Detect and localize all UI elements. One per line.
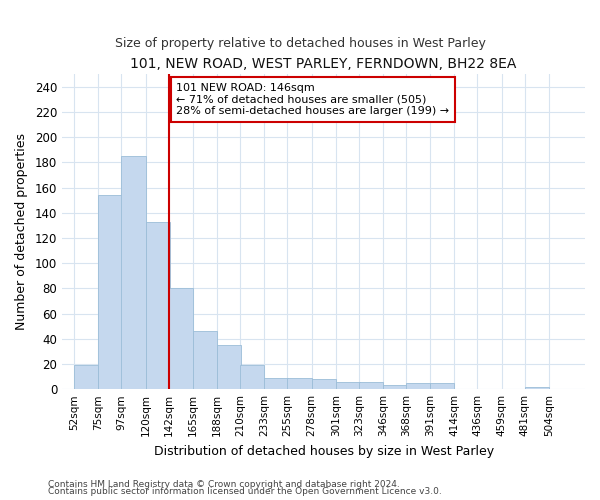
Bar [169,288,193,389]
Title: 101, NEW ROAD, WEST PARLEY, FERNDOWN, BH22 8EA: 101, NEW ROAD, WEST PARLEY, FERNDOWN, BH… [130,58,517,71]
X-axis label: Distribution of detached houses by size in West Parley: Distribution of detached houses by size … [154,444,494,458]
Bar [146,222,170,389]
Bar [311,379,335,389]
Text: Contains public sector information licensed under the Open Government Licence v3: Contains public sector information licen… [48,487,442,496]
Bar [406,383,430,389]
Y-axis label: Number of detached properties: Number of detached properties [15,133,28,330]
Bar [359,382,383,389]
Bar [383,386,407,389]
Bar [121,156,146,389]
Bar [74,365,98,389]
Text: Size of property relative to detached houses in West Parley: Size of property relative to detached ho… [115,38,485,51]
Bar [430,383,454,389]
Bar [193,331,217,389]
Bar [98,195,122,389]
Bar [287,378,311,389]
Text: Contains HM Land Registry data © Crown copyright and database right 2024.: Contains HM Land Registry data © Crown c… [48,480,400,489]
Bar [264,378,289,389]
Text: 101 NEW ROAD: 146sqm
← 71% of detached houses are smaller (505)
28% of semi-deta: 101 NEW ROAD: 146sqm ← 71% of detached h… [176,83,449,116]
Bar [217,345,241,389]
Bar [335,382,360,389]
Bar [524,386,549,389]
Bar [240,365,264,389]
